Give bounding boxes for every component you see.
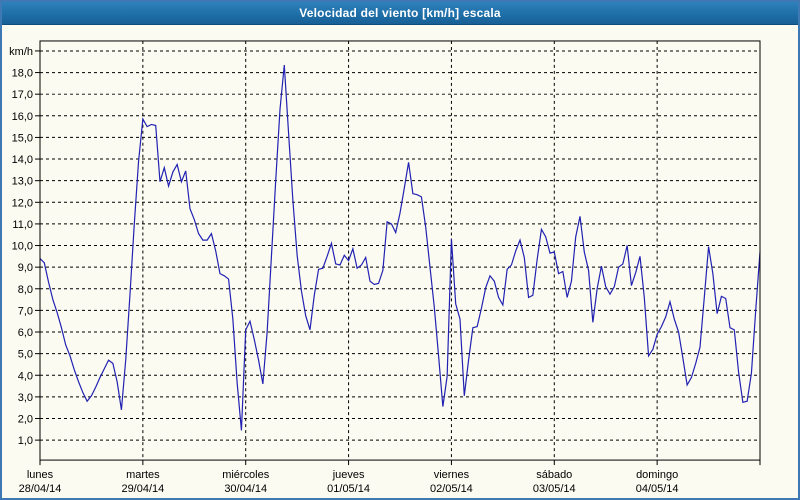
chart-title: Velocidad del viento [km/h] escala <box>299 6 501 20</box>
chart-svg: 1,0 2,0 3,0 4,0 5,0 6,0 7,0 8,0 9,0 10,0 11,0 12,0 1… <box>9 40 761 495</box>
y-tick-label: 13,0 <box>12 176 33 188</box>
y-tick-label: 6,0 <box>18 327 33 339</box>
x-axis-date-label: 30/04/14 <box>224 483 267 495</box>
y-tick-label: 5,0 <box>18 349 33 361</box>
y-tick-label: 12,0 <box>12 197 33 209</box>
x-axis-day-label: sábado <box>536 469 572 481</box>
x-axis-date-label: 02/05/14 <box>430 483 473 495</box>
x-axis-day-label: viernes <box>434 469 470 481</box>
x-axis-day-label: martes <box>126 469 160 481</box>
x-axis-date-label: 01/05/14 <box>327 483 370 495</box>
y-tick-label: 10,0 <box>12 241 33 253</box>
y-tick-label: 11,0 <box>12 219 33 231</box>
y-tick-label: 16,0 <box>12 111 33 123</box>
y-tick-label: 1,0 <box>18 435 33 447</box>
y-tick-label: 2,0 <box>18 414 33 426</box>
x-axis-day-label: jueves <box>332 469 365 481</box>
chart-area: 1,0 2,0 3,0 4,0 5,0 6,0 7,0 8,0 9,0 10,0 11,0 12,0 1… <box>2 25 798 498</box>
axis-ticks <box>35 50 761 466</box>
title-bar: Velocidad del viento [km/h] escala <box>2 2 798 25</box>
axis-labels: 1,0 2,0 3,0 4,0 5,0 6,0 7,0 8,0 9,0 10,0 11,0 12,0 1… <box>9 46 678 495</box>
data-series <box>39 64 761 431</box>
x-axis-date-label: 04/05/14 <box>636 483 679 495</box>
y-axis-unit-label: km/h <box>9 46 33 58</box>
y-tick-label: 15,0 <box>12 132 33 144</box>
x-axis-day-label: lunes <box>27 469 54 481</box>
y-tick-label: 17,0 <box>12 89 33 101</box>
y-tick-label: 4,0 <box>18 370 33 382</box>
x-axis-date-label: 03/05/14 <box>533 483 576 495</box>
y-tick-label: 3,0 <box>18 392 33 404</box>
y-tick-label: 18,0 <box>12 68 33 80</box>
y-tick-label: 7,0 <box>18 305 33 317</box>
gridlines <box>40 40 760 461</box>
x-axis-date-label: 28/04/14 <box>19 483 62 495</box>
x-axis-day-label: miércoles <box>222 469 269 481</box>
y-tick-label: 9,0 <box>18 262 33 274</box>
plot-border <box>39 40 761 461</box>
wind-speed-line <box>39 64 761 431</box>
x-axis-date-label: 29/04/14 <box>121 483 164 495</box>
plot-border <box>39 40 761 461</box>
y-tick-label: 8,0 <box>18 284 33 296</box>
y-tick-label: 14,0 <box>12 154 33 166</box>
x-axis-day-label: domingo <box>636 469 678 481</box>
